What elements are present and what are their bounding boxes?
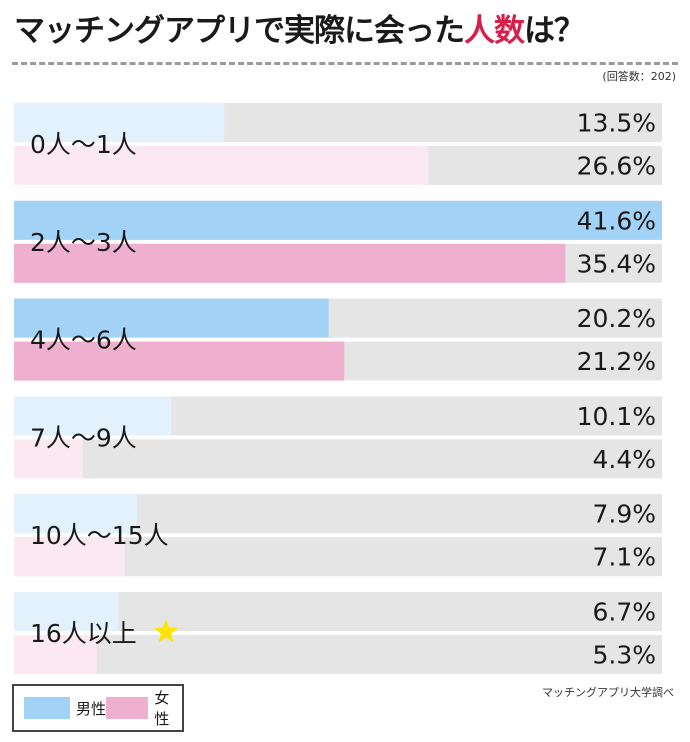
legend-label-male: 男性 (76, 699, 107, 718)
page-title: マッチングアプリで実際に会った人数は？ (14, 6, 674, 56)
female-track-5 (14, 635, 662, 674)
legend: 男性 女性 (12, 684, 184, 732)
male-bar-3 (14, 396, 172, 436)
legend-swatch-female (106, 697, 149, 719)
female-bar-1 (14, 243, 566, 283)
male-bar-2 (14, 298, 329, 338)
female-bar-3 (14, 439, 83, 479)
star-icon (153, 619, 179, 643)
female-bar-5 (14, 635, 97, 674)
female-value-label-0: 26.6% (577, 152, 656, 181)
male-bar-4 (14, 494, 138, 534)
title-main: マッチングアプリで実際に会った (14, 13, 465, 49)
female-value-label-4: 7.1% (592, 543, 656, 572)
female-track-3 (14, 439, 662, 479)
male-value-label-3: 10.1% (577, 402, 656, 431)
legend-label-female: 女性 (154, 689, 170, 728)
male-value-label-2: 20.2% (577, 304, 656, 333)
female-value-label-1: 35.4% (577, 249, 656, 278)
category-label-4: 10人〜15人 (30, 521, 169, 550)
category-label-2: 4人〜6人 (30, 326, 137, 355)
male-track-5 (14, 592, 662, 631)
title-tail: は？ (524, 13, 585, 49)
legend-swatch-male (24, 697, 70, 719)
female-value-label-5: 5.3% (592, 641, 656, 670)
legend-item-male: 男性 (24, 696, 106, 720)
male-value-label-4: 7.9% (592, 500, 656, 529)
male-bar-0 (14, 103, 225, 142)
male-value-label-5: 6.7% (592, 598, 656, 627)
legend-item-female: 女性 (106, 689, 182, 728)
male-bar-1 (14, 200, 662, 240)
category-label-3: 7人〜9人 (30, 423, 137, 452)
female-value-label-3: 4.4% (592, 445, 656, 474)
female-bar-0 (14, 146, 429, 185)
category-label-0: 0人〜1人 (30, 130, 137, 159)
dashed-divider (12, 62, 678, 65)
male-bar-5 (14, 592, 119, 631)
category-label-5: 16人以上 (30, 619, 137, 648)
male-value-label-0: 13.5% (577, 109, 656, 138)
source-note: マッチングアプリ大学調べ (542, 686, 674, 699)
female-bar-4 (14, 537, 125, 577)
female-value-label-2: 21.2% (577, 347, 656, 376)
male-value-label-1: 41.6% (577, 206, 656, 235)
female-bar-2 (14, 341, 345, 381)
category-label-1: 2人〜3人 (30, 228, 137, 257)
title-accent: 人数 (464, 13, 525, 49)
response-count-note: (回答数：202) (602, 70, 676, 83)
